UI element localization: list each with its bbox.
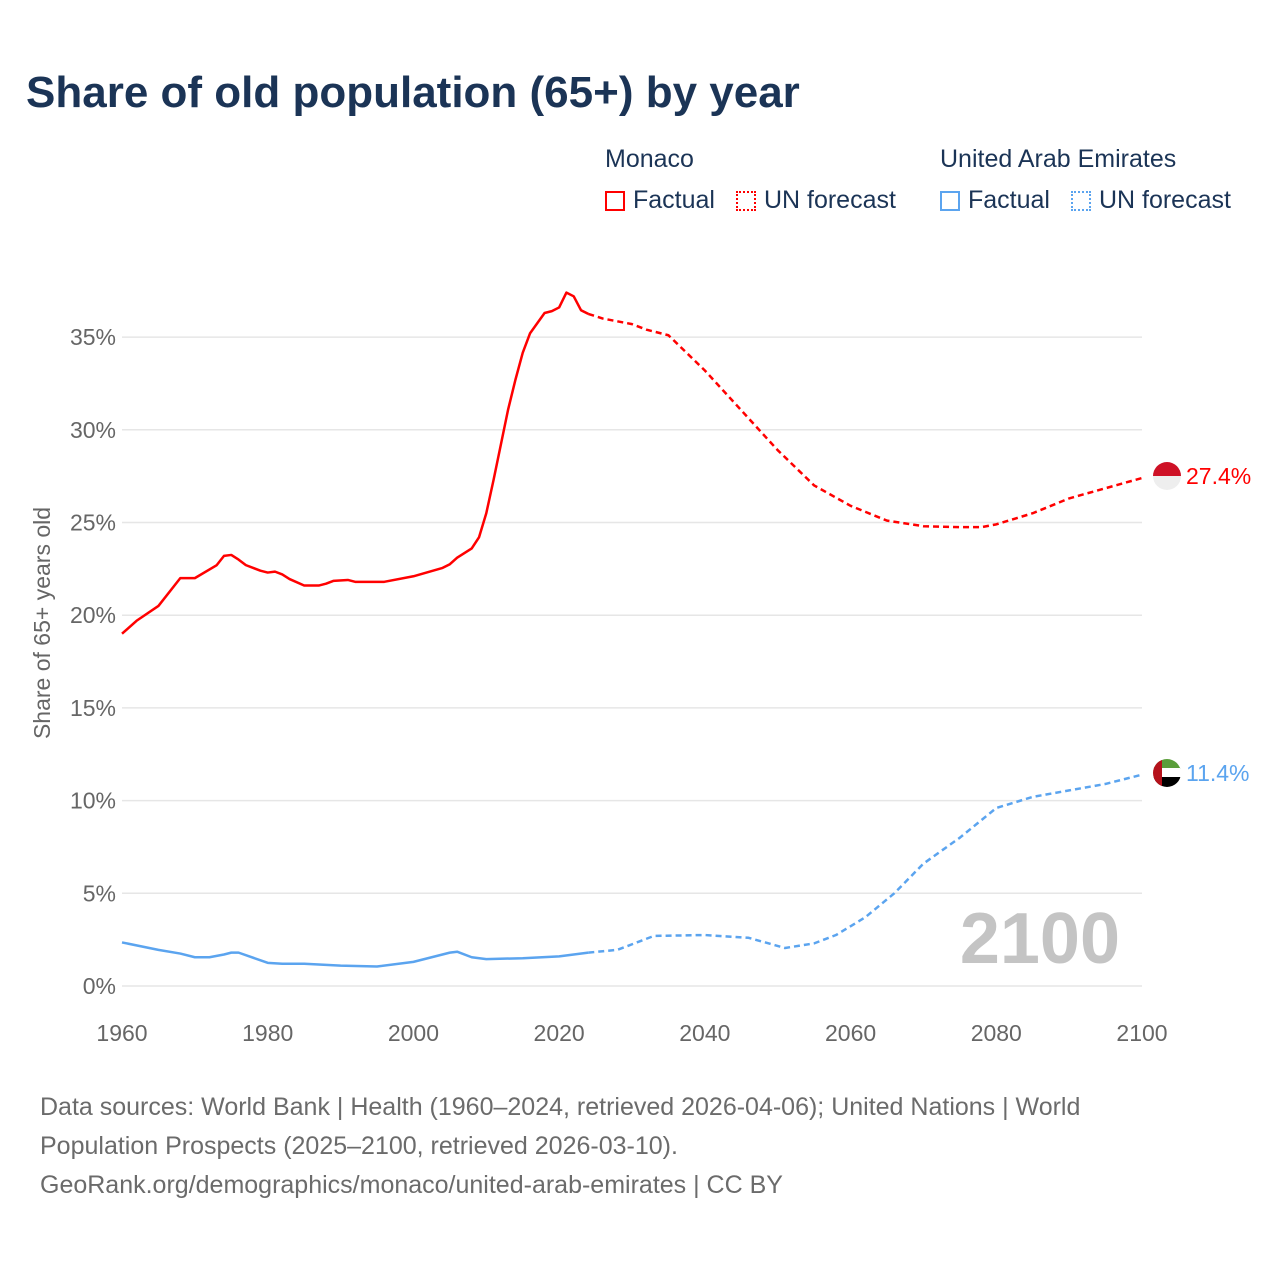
source-link[interactable]: GeoRank.org/demographics/monaco/united-a… [40, 1171, 783, 1199]
monaco-forecast-line [587, 312, 1143, 529]
dotted-swatch-icon [1070, 190, 1091, 211]
y-axis-label: Share of 65+ years old [29, 507, 55, 739]
uae-end-label: 11.4% [1186, 760, 1250, 786]
x-tick-label: 1960 [96, 1020, 147, 1046]
y-tick-label: 35% [70, 324, 116, 350]
legend-monaco-forecast[interactable]: UN forecast [735, 186, 896, 215]
x-tick-label: 2060 [825, 1020, 876, 1046]
y-tick-label: 20% [70, 602, 116, 628]
year-watermark: 2100 [960, 899, 1120, 979]
chart-title: Share of old population (65+) by year [26, 68, 800, 117]
monaco-flag-icon [1153, 462, 1181, 490]
y-tick-label: 30% [70, 417, 116, 443]
solid-swatch-icon [605, 190, 625, 211]
x-tick-label: 1980 [242, 1020, 293, 1046]
y-tick-label: 10% [70, 788, 116, 814]
x-tick-label: 2000 [388, 1020, 439, 1046]
legend-uae: United Arab Emirates Factual UN forecast [940, 145, 1231, 218]
legend-uae-forecast[interactable]: UN forecast [1070, 186, 1231, 215]
legend-monaco-factual[interactable]: Factual [605, 186, 715, 215]
uae-flag-icon [1153, 759, 1181, 787]
dotted-swatch-icon [735, 190, 756, 211]
uae-factual-line [121, 941, 589, 968]
legend-group-name: Monaco [605, 145, 694, 173]
x-tick-label: 2080 [971, 1020, 1022, 1046]
legend-uae-factual[interactable]: Factual [940, 186, 1050, 215]
y-tick-label: 15% [70, 695, 116, 721]
legend-group-name: United Arab Emirates [940, 145, 1177, 173]
legend-label: Factual [968, 186, 1050, 214]
monaco-factual-line [121, 291, 589, 635]
x-tick-label: 2100 [1116, 1020, 1167, 1046]
y-tick-label: 5% [83, 880, 116, 906]
y-tick-label: 0% [83, 973, 116, 999]
monaco-end-label: 27.4% [1186, 463, 1251, 489]
footer: Data sources: World Bank | Health (1960–… [40, 1088, 1160, 1205]
legend-label: UN forecast [763, 186, 896, 214]
solid-swatch-icon [940, 190, 960, 211]
legend-label: UN forecast [1098, 186, 1231, 214]
x-tick-label: 2040 [679, 1020, 730, 1046]
legend-monaco: Monaco Factual UN forecast [605, 145, 910, 218]
uae-forecast-line [588, 773, 1143, 954]
legend-label: Factual [633, 186, 715, 214]
x-tick-label: 2020 [534, 1020, 585, 1046]
data-sources: Data sources: World Bank | Health (1960–… [40, 1093, 1081, 1160]
y-tick-label: 25% [70, 510, 116, 536]
